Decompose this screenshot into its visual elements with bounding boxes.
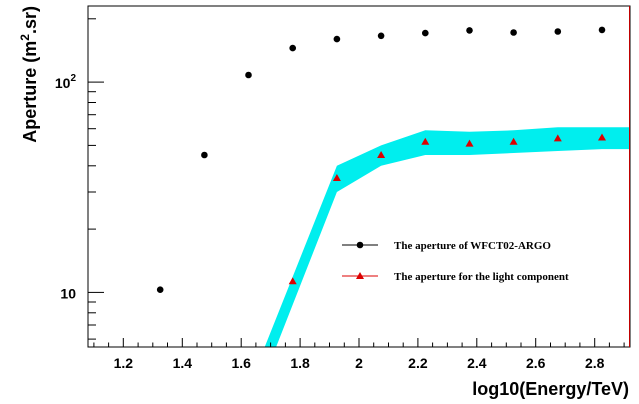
legend-label-series-1: The aperture of WFCT02-ARGO [394,240,551,252]
legend: The aperture of WFCT02-ARGO The aperture… [342,240,569,283]
data-point-series-2-3 [421,137,430,145]
x-tick-label: 1.8 [290,355,310,371]
x-tick-label: 1.2 [114,355,134,371]
data-point-series-1-9 [554,28,562,35]
data-point-series-1-5 [377,32,385,40]
x-tick-label: 1.4 [173,355,193,371]
data-point-series-1-1 [201,151,208,159]
x-axis-label: log10(Energy/TeV) [472,379,629,399]
x-tick-label: 2 [355,355,363,371]
y-axis: 10 102 [55,18,104,340]
x-axis: 1.2 1.4 1.6 1.8 2 2.2 2.4 2.6 2.8 [93,338,625,371]
y-axis-label-sup: 2 [18,34,32,41]
data-point-series-2-4 [465,139,474,147]
x-tick-label: 2.8 [585,355,605,371]
data-point-series-1-8 [510,29,517,36]
data-point-series-1-2 [245,71,252,79]
y-tick-label: 102 [55,73,77,91]
data-point-series-1-0 [156,286,164,294]
data-point-series-1-4 [333,35,341,43]
data-point-series-2-1 [332,174,341,181]
data-point-series-1-10 [598,26,606,34]
error-band-light-component [264,127,630,347]
data-point-series-2-5 [509,137,518,145]
data-points-layer [156,26,606,294]
y-axis-label-tail: .sr) [20,6,40,34]
data-point-series-2-7 [598,133,606,141]
legend-marker-series-1 [356,241,364,249]
data-point-series-1-7 [466,27,473,34]
data-point-series-2-2 [377,151,386,158]
x-tick-label: 2.6 [526,355,546,371]
x-tick-label: 2.2 [408,355,428,371]
y-tick-label: 10 [60,285,76,301]
data-point-series-1-3 [289,44,297,52]
y-axis-label: Aperture (m2.sr) [18,6,40,143]
legend-label-series-2: The aperture for the light component [394,271,569,283]
error-band-layer [264,127,630,347]
data-point-series-2-0 [288,277,297,285]
y-axis-label-main: Aperture (m [20,41,40,143]
data-point-series-2-6 [553,134,562,142]
x-tick-label: 1.6 [231,355,251,371]
legend-marker-series-2 [356,272,364,279]
data-point-series-1-6 [422,29,429,37]
x-tick-label: 2.4 [467,355,487,371]
